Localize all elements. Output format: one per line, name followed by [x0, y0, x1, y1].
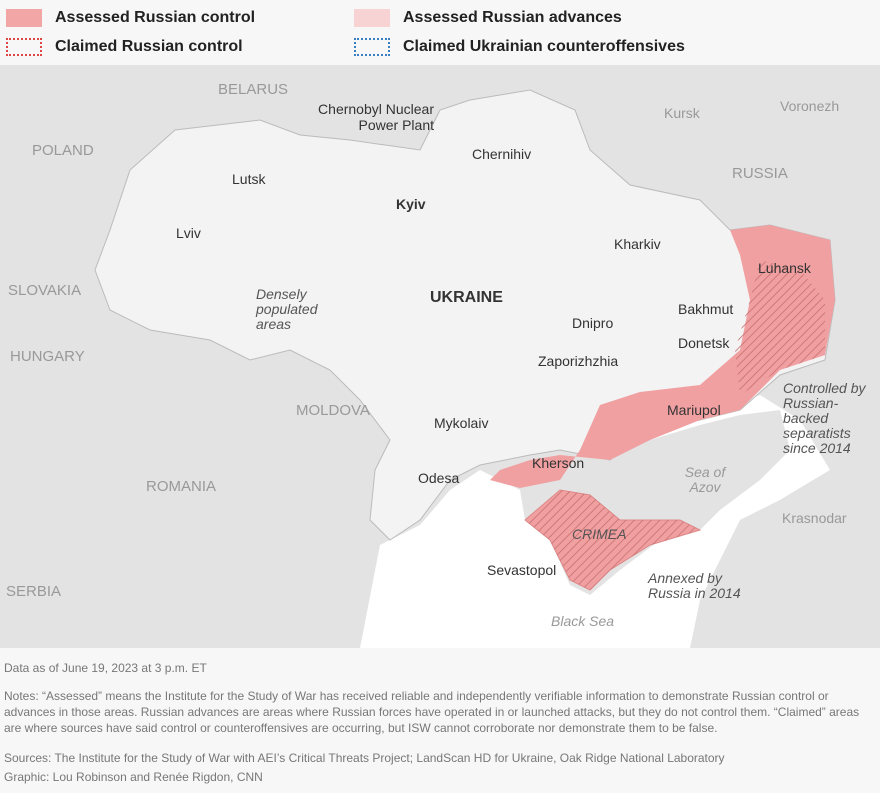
label-slovakia: SLOVAKIA [8, 282, 82, 299]
label-chernobyl: Chernobyl Nuclear Power Plant [318, 101, 434, 133]
legend-label: Claimed Russian control [55, 38, 243, 55]
label-odesa: Odesa [418, 470, 460, 486]
label-kyiv: Kyiv [396, 196, 426, 212]
map-svg [0, 65, 880, 648]
label-bakhmut: Bakhmut [678, 301, 734, 317]
label-kharkiv: Kharkiv [614, 236, 661, 252]
label-serbia: SERBIA [6, 583, 62, 600]
label-kherson: Kherson [532, 455, 585, 471]
label-donetsk: Donetsk [678, 335, 730, 351]
label-krasnodar: Krasnodar [782, 510, 847, 526]
label-chernihiv: Chernihiv [472, 146, 532, 162]
graphic-credit: Graphic: Lou Robinson and Renée Rigdon, … [4, 770, 263, 784]
label-romania: ROMANIA [146, 478, 217, 495]
label-mariupol: Mariupol [667, 402, 721, 418]
label-moldova: MOLDOVA [296, 402, 370, 419]
black-sea [360, 395, 830, 648]
legend-label: Assessed Russian advances [403, 9, 622, 26]
label-kursk: Kursk [664, 105, 700, 121]
label-luhansk: Luhansk [758, 260, 811, 276]
legend-russian-control: Assessed Russian control [6, 9, 255, 27]
label-lutsk: Lutsk [232, 171, 266, 187]
swatch-claimed-ukrainian [354, 38, 390, 56]
label-belarus: BELARUS [218, 81, 289, 98]
map: BELARUS POLAND SLOVAKIA HUNGARY MOLDOVA … [0, 65, 880, 648]
legend-claimed-russian: Claimed Russian control [6, 38, 243, 56]
label-dnipro: Dnipro [572, 315, 614, 331]
label-zaporizhzhia: Zaporizhzhia [538, 353, 619, 369]
legend-claimed-ukrainian: Claimed Ukrainian counteroffensives [354, 38, 685, 56]
label-ukraine: UKRAINE [430, 289, 503, 306]
notes: Notes: “Assessed” means the Institute fo… [4, 689, 860, 735]
legend-russian-advances: Assessed Russian advances [354, 9, 622, 27]
annotation-separatists: Controlled by Russian-backed separatists… [783, 380, 866, 456]
crimea-hatch [525, 490, 700, 590]
label-sevastopol: Sevastopol [487, 562, 557, 578]
russian-control-area [490, 225, 835, 488]
label-hungary: HUNGARY [10, 348, 85, 365]
swatch-russian-advances [354, 9, 390, 27]
label-mykolaiv: Mykolaiv [434, 415, 489, 431]
annotation-annexed: Annexed by Russia in 2014 [648, 570, 741, 601]
legend-label: Claimed Ukrainian counteroffensives [403, 38, 685, 55]
krasnodar-land [740, 460, 880, 648]
swatch-claimed-russian [6, 38, 42, 56]
label-voronezh: Voronezh [780, 98, 840, 114]
label-poland: POLAND [32, 142, 94, 159]
legend-label: Assessed Russian control [55, 9, 256, 26]
separatist-area [735, 260, 825, 395]
label-sea-of-azov: Sea of Azov [684, 464, 726, 495]
label-crimea: CRIMEA [572, 526, 627, 542]
sources: Sources: The Institute for the Study of … [4, 751, 725, 765]
label-lviv: Lviv [176, 225, 201, 241]
annotation-densely: Densely populated areas [256, 286, 318, 332]
data-date: Data as of June 19, 2023 at 3 p.m. ET [4, 661, 207, 675]
label-black-sea: Black Sea [551, 613, 615, 629]
swatch-russian-control [6, 9, 42, 27]
label-russia: RUSSIA [732, 165, 788, 182]
